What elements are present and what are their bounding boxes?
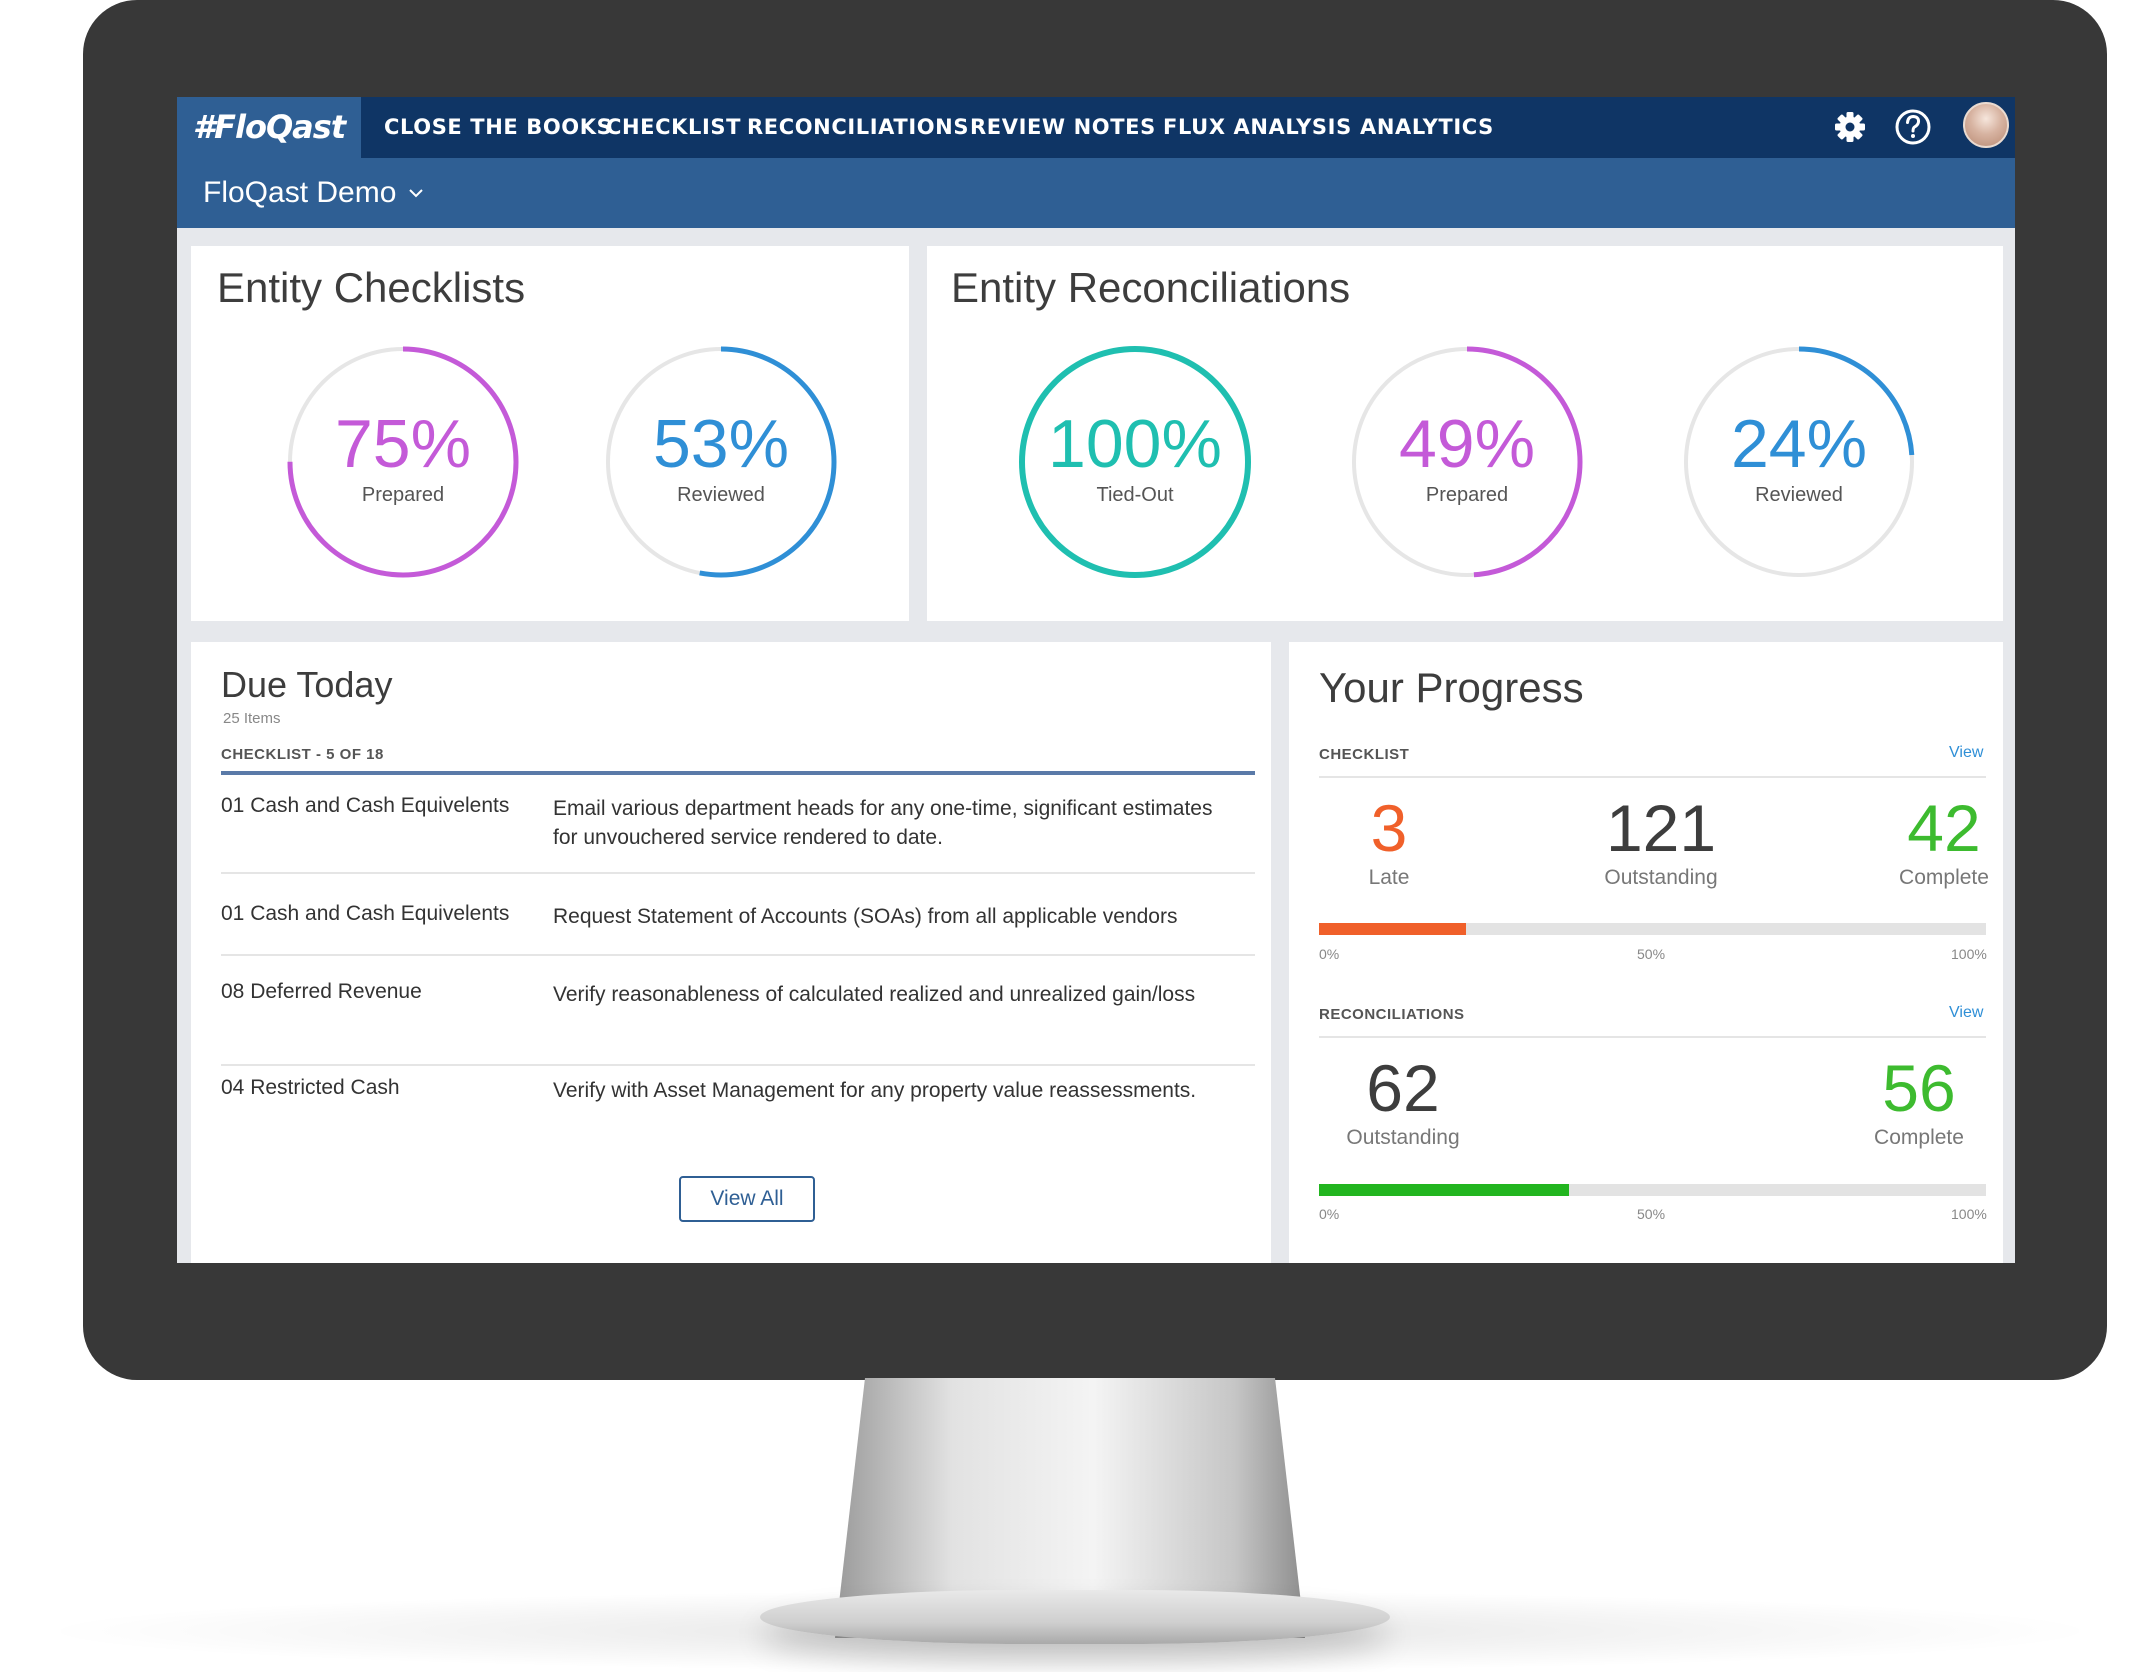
ring-percent: 100%: [1048, 406, 1222, 482]
tied-out-ring[interactable]: 100% Tied-Out: [1015, 342, 1255, 582]
progress-fill: [1319, 1184, 1570, 1196]
ring-label: Tied-Out: [1096, 484, 1174, 506]
reconciliations-progress-bar: [1319, 1184, 1986, 1196]
ring-percent: 75%: [334, 406, 472, 482]
divider: [1319, 776, 1986, 778]
late-label: Late: [1368, 866, 1410, 889]
outstanding-label: Outstanding: [1346, 1126, 1460, 1149]
tick-label: 50%: [1637, 1206, 1666, 1222]
app-screen: #FloQast CLOSE THE BOOKS CHECKLIST RECON…: [177, 97, 2015, 1263]
tick-label: 0%: [1319, 946, 1340, 962]
due-row[interactable]: 01 Cash and Cash Equivelents Email vario…: [221, 794, 1255, 874]
section-underline: [221, 771, 1255, 775]
card-title: Your Progress: [1319, 664, 1584, 711]
due-task: Request Statement of Accounts (SOAs) fro…: [553, 905, 1178, 928]
due-row[interactable]: 01 Cash and Cash Equivelents Request Sta…: [221, 902, 1255, 956]
user-avatar[interactable]: [1963, 102, 2009, 148]
ring-label: Reviewed: [1755, 484, 1843, 506]
ring-percent: 53%: [652, 406, 790, 482]
ring-label: Prepared: [1425, 484, 1509, 506]
progress-fill: [1319, 923, 1466, 935]
nav-reconciliations[interactable]: RECONCILIATIONS: [747, 115, 970, 139]
tick-label: 100%: [1951, 946, 1987, 962]
checklist-progress-bar: [1319, 923, 1986, 935]
nav-flux-analysis[interactable]: FLUX ANALYSIS: [1163, 115, 1352, 139]
due-task: Verify reasonableness of calculated real…: [553, 983, 1196, 1006]
workspace-bar: FloQast Demo: [177, 158, 2015, 228]
due-account: 08 Deferred Revenue: [221, 980, 422, 1003]
tick-label: 50%: [1637, 946, 1666, 962]
ring-label: Reviewed: [677, 484, 765, 506]
due-task: Email various department heads for any o…: [553, 797, 1213, 849]
due-row[interactable]: 04 Restricted Cash Verify with Asset Man…: [221, 1076, 1255, 1156]
complete-label: Complete: [1874, 1126, 1964, 1149]
due-task: Verify with Asset Management for any pro…: [553, 1079, 1197, 1102]
floqast-logo[interactable]: #FloQast: [177, 97, 361, 158]
due-today-card: Due Today 25 Items CHECKLIST - 5 OF 18 0…: [191, 642, 1271, 1263]
reconciliations-section-label: RECONCILIATIONS: [1319, 1006, 1465, 1023]
nav-close-the-books[interactable]: CLOSE THE BOOKS: [384, 115, 613, 139]
monitor-stand: [835, 1378, 1305, 1638]
ring-percent: 24%: [1730, 406, 1868, 482]
prepared-ring[interactable]: 75% Prepared: [283, 342, 523, 582]
workspace-selector[interactable]: FloQast Demo: [203, 176, 397, 209]
tick-label: 0%: [1319, 1206, 1340, 1222]
entity-checklists-card: Entity Checklists 75% Prepared 53% Revie…: [191, 246, 909, 621]
outstanding-count: 62: [1366, 1051, 1440, 1125]
nav-analytics[interactable]: ANALYTICS: [1360, 115, 1494, 139]
card-title: Due Today: [221, 664, 393, 705]
checklist-section-label: CHECKLIST: [1319, 746, 1410, 763]
complete-label: Complete: [1899, 866, 1989, 889]
chevron-down-icon[interactable]: [407, 184, 425, 202]
reviewed-ring[interactable]: 53% Reviewed: [601, 342, 841, 582]
late-count: 3: [1370, 791, 1408, 865]
card-title: Entity Reconciliations: [951, 264, 1351, 311]
divider: [1319, 1036, 1986, 1038]
due-account: 04 Restricted Cash: [221, 1076, 400, 1099]
outstanding-count: 121: [1605, 791, 1717, 865]
your-progress-card: Your Progress CHECKLIST View 3 Late 121 …: [1289, 642, 2003, 1263]
ring-percent: 49%: [1398, 406, 1536, 482]
complete-count: 56: [1882, 1051, 1956, 1125]
entity-reconciliations-card: Entity Reconciliations 100% Tied-Out 49%…: [927, 246, 2003, 621]
due-row[interactable]: 08 Deferred Revenue Verify reasonablenes…: [221, 980, 1255, 1066]
item-count: 25 Items: [223, 710, 281, 727]
nav-review-notes[interactable]: REVIEW NOTES: [970, 115, 1156, 139]
due-account: 01 Cash and Cash Equivelents: [221, 902, 510, 925]
card-title: Entity Checklists: [217, 264, 526, 311]
tick-label: 100%: [1951, 1206, 1987, 1222]
gear-icon[interactable]: [1828, 105, 1872, 149]
reconciliations-view-link[interactable]: View: [1949, 1004, 1984, 1021]
monitor-base: [760, 1590, 1390, 1644]
due-account: 01 Cash and Cash Equivelents: [221, 794, 510, 817]
ring-label: Prepared: [361, 484, 445, 506]
complete-count: 42: [1907, 791, 1981, 865]
nav-checklist[interactable]: CHECKLIST: [606, 115, 742, 139]
section-label: CHECKLIST - 5 OF 18: [221, 746, 384, 763]
checklist-view-link[interactable]: View: [1949, 744, 1984, 761]
view-all-button[interactable]: View All: [679, 1176, 815, 1222]
top-navigation: #FloQast CLOSE THE BOOKS CHECKLIST RECON…: [177, 97, 2015, 158]
prepared-ring[interactable]: 49% Prepared: [1347, 342, 1587, 582]
outstanding-label: Outstanding: [1604, 866, 1718, 889]
reviewed-ring[interactable]: 24% Reviewed: [1679, 342, 1919, 582]
help-icon[interactable]: [1891, 105, 1935, 149]
